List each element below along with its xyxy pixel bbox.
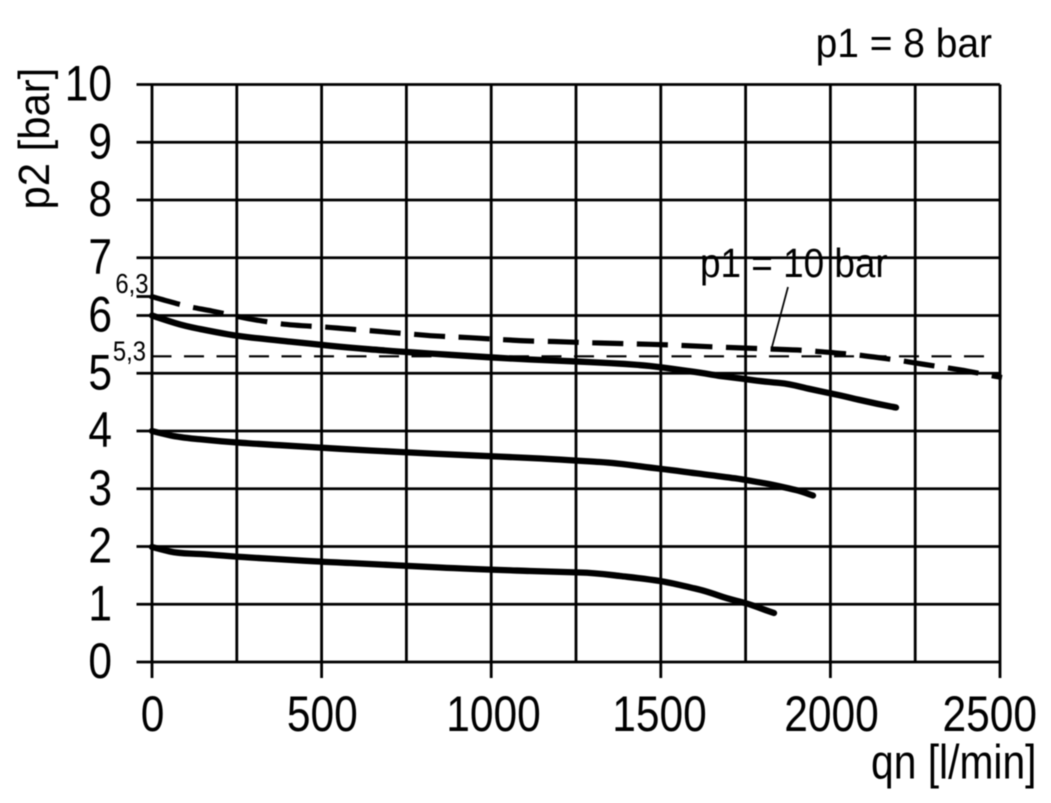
svg-text:5: 5 [88, 344, 112, 400]
svg-text:1: 1 [88, 575, 112, 631]
svg-text:3: 3 [88, 459, 112, 515]
svg-text:2: 2 [88, 517, 112, 573]
svg-text:1500: 1500 [612, 686, 707, 742]
svg-text:0: 0 [141, 686, 165, 742]
svg-text:8: 8 [88, 171, 112, 227]
svg-text:500: 500 [287, 686, 358, 742]
svg-text:p2 [bar]: p2 [bar] [10, 68, 59, 210]
svg-text:4: 4 [88, 402, 112, 458]
svg-text:qn [l/min]: qn [l/min] [871, 736, 1036, 789]
svg-text:2000: 2000 [784, 686, 879, 742]
svg-text:p1 = 10 bar: p1 = 10 bar [700, 241, 888, 286]
svg-text:1000: 1000 [446, 686, 541, 742]
svg-text:6,3: 6,3 [115, 267, 148, 299]
svg-text:10: 10 [65, 55, 112, 111]
svg-text:2500: 2500 [942, 686, 1037, 742]
svg-text:5,3: 5,3 [113, 335, 146, 367]
svg-text:7: 7 [88, 228, 112, 284]
svg-text:6: 6 [88, 286, 112, 342]
svg-text:p1 = 8 bar: p1 = 8 bar [816, 21, 992, 66]
svg-text:0: 0 [88, 633, 112, 689]
svg-text:9: 9 [88, 113, 112, 169]
